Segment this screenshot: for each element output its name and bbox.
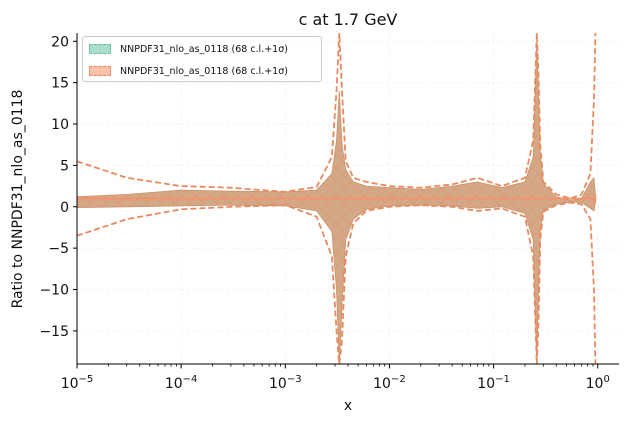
band-lines bbox=[77, 33, 597, 364]
legend-label: NNPDF31_nlo_as_0118 (68 c.l.+1σ) bbox=[120, 43, 288, 55]
lower-dashed-line bbox=[77, 201, 597, 364]
y-axis-label: Ratio to NNPDF31_nlo_as_0118 bbox=[10, 90, 26, 309]
chart-title: c at 1.7 GeV bbox=[299, 10, 398, 29]
legend-swatch-green bbox=[89, 44, 111, 54]
x-tick-label: 10−3 bbox=[269, 374, 302, 392]
y-tick-label: 5 bbox=[60, 158, 69, 174]
y-tick-label: −5 bbox=[48, 241, 69, 257]
ticks: 20 15 10 5 0 −5 −10 −15 10−5 10−4 10−3 10−2 10−1 100 bbox=[39, 34, 609, 392]
y-tick-label: 0 bbox=[60, 200, 69, 216]
y-tick-label: 15 bbox=[51, 76, 69, 92]
legend-entry: NNPDF31_nlo_as_0118 (68 c.l.+1σ) bbox=[89, 42, 288, 56]
x-tick-label: 10−4 bbox=[165, 374, 198, 392]
upper-dashed-line bbox=[77, 33, 597, 200]
legend: NNPDF31_nlo_as_0118 (68 c.l.+1σ) NNPDF31… bbox=[82, 36, 322, 82]
y-tick-label: 10 bbox=[51, 117, 69, 133]
x-tick-label: 10−1 bbox=[477, 374, 510, 392]
legend-swatch-orange bbox=[89, 66, 111, 76]
legend-entry: NNPDF31_nlo_as_0118 (68 c.l.+1σ) bbox=[89, 64, 288, 78]
y-tick-label: −10 bbox=[39, 283, 69, 299]
x-tick-label: 10−2 bbox=[373, 374, 406, 392]
band-hatch bbox=[77, 41, 596, 364]
y-tick-label: 20 bbox=[51, 34, 69, 50]
x-axis-label: x bbox=[344, 398, 352, 414]
x-tick-label: 100 bbox=[586, 374, 610, 392]
y-tick-label: −15 bbox=[39, 324, 69, 340]
legend-label: NNPDF31_nlo_as_0118 (68 c.l.+1σ) bbox=[120, 65, 288, 77]
x-tick-label: 10−5 bbox=[61, 374, 94, 392]
